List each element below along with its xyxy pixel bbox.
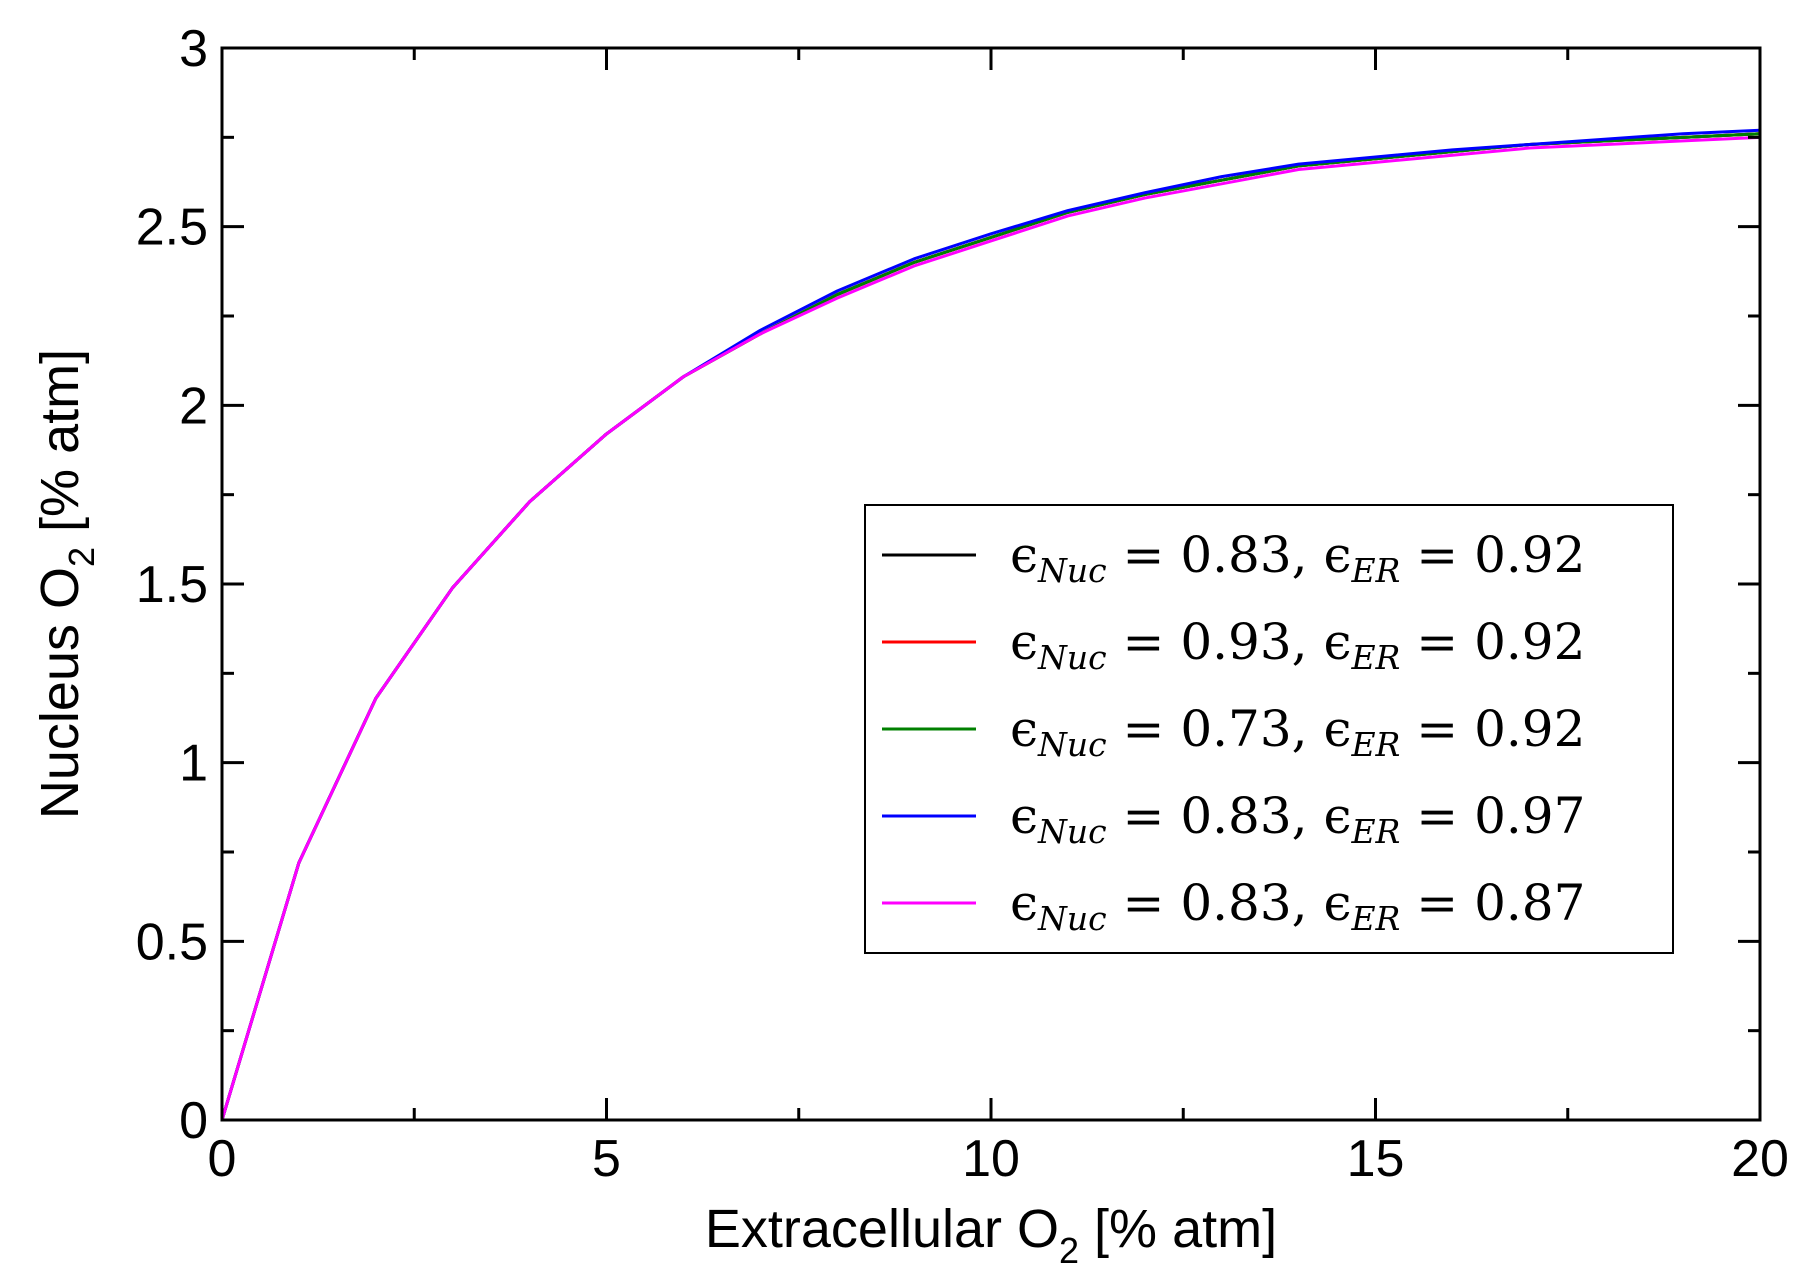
series-line-5: [220, 135, 1761, 1121]
legend-label-3: ϵNuc = 0.73, ϵER = 0.92: [1010, 700, 1585, 764]
y-tick-label: 1: [179, 735, 208, 793]
x-tick-label: 0: [208, 1130, 237, 1188]
legend: ϵNuc = 0.83, ϵER = 0.92 ϵNuc = 0.93, ϵER …: [864, 504, 1674, 954]
tick-labels: 0 5 10 15 20 0 0.5 1 1.5 2 2.5 3: [136, 20, 1789, 1188]
y-tick-label: 2.5: [136, 199, 208, 257]
legend-label-5: ϵNuc = 0.83, ϵER = 0.87: [1010, 874, 1585, 938]
plot-frame: [220, 46, 1762, 1122]
x-tick-label: 15: [1347, 1130, 1405, 1188]
legend-label-4: ϵNuc = 0.83, ϵER = 0.97: [1010, 787, 1585, 851]
x-tick-label: 10: [962, 1130, 1020, 1188]
y-tick-label: 3: [179, 20, 208, 78]
series-lines: [220, 128, 1761, 1121]
legend-label-1: ϵNuc = 0.83, ϵER = 0.92: [1010, 526, 1585, 590]
x-axis-label: Extracellular O2 [% atm]: [705, 1199, 1277, 1271]
legend-label-2: ϵNuc = 0.93, ϵER = 0.92: [1010, 613, 1585, 677]
legend-box: [864, 504, 1674, 954]
y-tick-label: 0.5: [136, 913, 208, 971]
x-tick-label: 5: [592, 1130, 621, 1188]
x-tick-label: 20: [1731, 1130, 1789, 1188]
y-tick-label: 2: [179, 377, 208, 435]
y-tick-label: 0: [179, 1092, 208, 1150]
y-axis-label: Nucleus O2 [% atm]: [30, 349, 102, 819]
y-tick-label: 1.5: [136, 556, 208, 614]
